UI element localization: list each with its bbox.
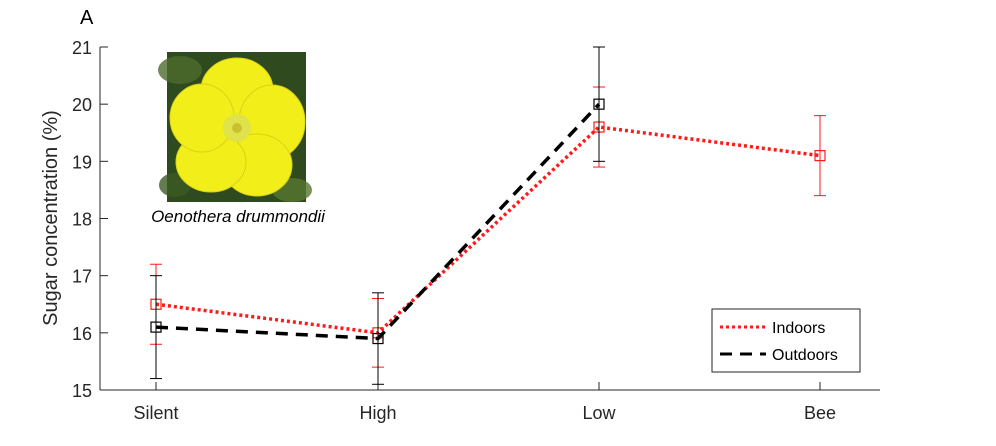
x-tick-label-low: Low (582, 403, 616, 423)
y-tick-label: 17 (72, 267, 92, 287)
flower-caption: Oenothera drummondii (151, 207, 326, 226)
data-point-outdoors (372, 332, 384, 345)
series-line-indoors (155, 125, 821, 335)
legend-box (711, 308, 861, 373)
legend: Indoors Outdoors (711, 308, 861, 373)
y-tick-label: 18 (72, 210, 92, 230)
y-tick-label: 19 (72, 152, 92, 172)
data-point-outdoors (593, 98, 605, 110)
series-layer (150, 46, 826, 385)
legend-label-indoors: Indoors (772, 320, 825, 337)
y-tick-label: 16 (72, 324, 92, 344)
legend-label-outdoors: Outdoors (772, 347, 838, 364)
axes: 15 16 17 18 19 20 21 Silent High Low Bee (72, 38, 880, 423)
x-tick-label-silent: Silent (133, 403, 178, 423)
panel-label: A (80, 7, 94, 29)
x-tick-label-high: High (359, 403, 396, 423)
data-point-outdoors (150, 321, 162, 333)
y-axis-title: Sugar concentration (%) (40, 110, 62, 326)
flower-petals (169, 57, 306, 197)
series-line-outdoors (155, 102, 601, 341)
flower-photo (158, 52, 312, 202)
y-tick-label: 21 (72, 38, 92, 58)
y-tick-label: 20 (72, 95, 92, 115)
x-tick-label-bee: Bee (804, 403, 836, 423)
data-point-indoors (814, 150, 826, 162)
y-tick-label: 15 (72, 381, 92, 401)
